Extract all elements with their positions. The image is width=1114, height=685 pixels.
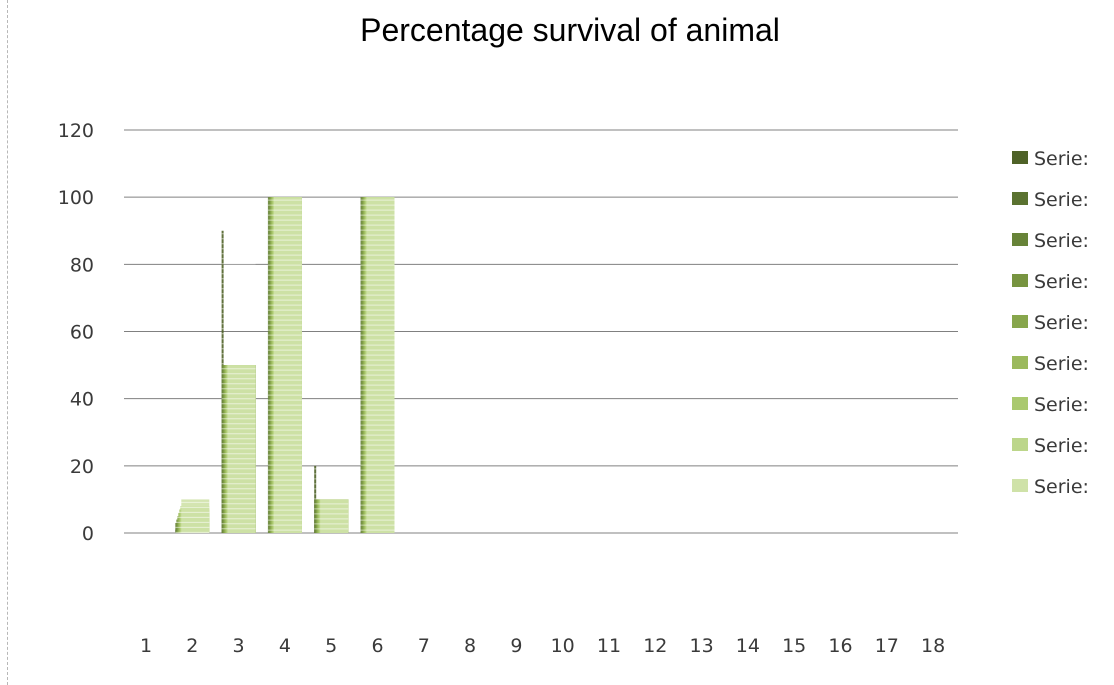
x-tick-label: 7: [418, 635, 430, 657]
x-tick-label: 16: [828, 635, 852, 657]
y-tick-label: 20: [70, 456, 94, 478]
legend-label: Serie:: [1034, 353, 1089, 375]
legend-label: Serie:: [1034, 148, 1089, 170]
legend-swatch: [1012, 397, 1028, 410]
x-tick-label: 3: [233, 635, 245, 657]
legend-label: Serie:: [1034, 312, 1089, 334]
x-tick-label: 12: [643, 635, 667, 657]
y-tick-label: 0: [82, 523, 94, 545]
legend-swatch: [1012, 356, 1028, 369]
legend-label: Serie:: [1034, 271, 1089, 293]
legend-swatch: [1012, 438, 1028, 451]
y-tick-label: 80: [70, 254, 94, 276]
bar-series9-cat-5: [320, 499, 349, 533]
x-tick-label: 4: [279, 635, 291, 657]
x-tick-label: 13: [690, 635, 714, 657]
legend-swatch: [1012, 233, 1028, 246]
x-tick-label: 5: [325, 635, 337, 657]
legend-label: Serie:: [1034, 394, 1089, 416]
legend-label: Serie:: [1034, 230, 1089, 252]
legend-swatch: [1012, 479, 1028, 492]
legend-swatch: [1012, 274, 1028, 287]
x-tick-label: 9: [510, 635, 522, 657]
legend-swatch: [1012, 192, 1028, 205]
x-tick-label: 11: [597, 635, 621, 657]
x-tick-label: 1: [140, 635, 152, 657]
x-tick-label: 6: [371, 635, 383, 657]
x-tick-label: 17: [875, 635, 899, 657]
x-tick-label: 14: [736, 635, 760, 657]
y-tick-label: 120: [58, 120, 94, 142]
legend-swatch: [1012, 315, 1028, 328]
legend-label: Serie:: [1034, 189, 1089, 211]
x-tick-label: 10: [551, 635, 575, 657]
left-border-line: [7, 0, 8, 685]
y-tick-label: 60: [70, 322, 94, 344]
bar-series9-cat-2: [181, 499, 210, 533]
legend-label: Serie:: [1034, 476, 1089, 498]
x-tick-label: 2: [186, 635, 198, 657]
legend-swatch: [1012, 151, 1028, 164]
x-tick-label: 15: [782, 635, 806, 657]
y-tick-label: 100: [58, 187, 94, 209]
chart-title: Percentage survival of animal: [360, 12, 780, 48]
x-tick-label: 8: [464, 635, 476, 657]
legend-label: Serie:: [1034, 435, 1089, 457]
x-tick-label: 18: [921, 635, 945, 657]
y-tick-label: 40: [70, 389, 94, 411]
